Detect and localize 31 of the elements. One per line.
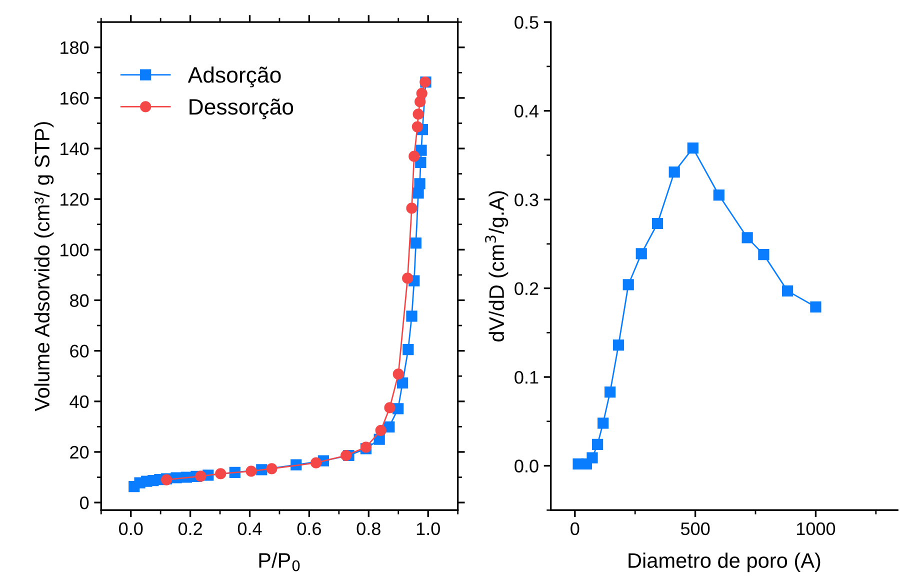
x-tick-label: 0.2 — [178, 522, 202, 536]
y-tick-label: 100 — [60, 244, 89, 256]
y-tick-label: 160 — [60, 92, 89, 105]
y-tick-label: 180 — [60, 41, 89, 54]
y-tick-label: 40 — [70, 395, 89, 408]
y-tick-label: 0.1 — [514, 370, 538, 384]
y-tick-label: 20 — [70, 446, 89, 459]
y-tick-label: 0.4 — [514, 104, 538, 118]
x-tick-label: 0.0 — [119, 522, 143, 536]
x-tick-label: 0.8 — [356, 522, 380, 536]
y-tick-label: 60 — [70, 344, 89, 358]
y-tick-label: 120 — [60, 193, 89, 206]
x-tick-label: 500 — [680, 522, 710, 536]
x-tick-label: 0.6 — [297, 522, 321, 536]
y-tick-label: 0.3 — [514, 193, 538, 206]
x-tick-label: 0.4 — [238, 522, 262, 536]
y-axis-title: Volume Adsorvido (cm³/ g STP) — [34, 122, 54, 412]
x-tick-label: 1.0 — [416, 522, 440, 536]
y-tick-label: 0.5 — [514, 16, 538, 29]
y-tick-label: 0 — [80, 496, 89, 510]
x-tick-label: 1000 — [797, 522, 836, 536]
y-tick-label: 0.0 — [514, 460, 538, 472]
x-axis-title: Diametro de poro (A) — [628, 552, 820, 572]
x-axis-title: P/P$_{0}$ — [259, 552, 300, 572]
y-axis-title: dV/dD (cm$^{3}$/g.A) — [485, 191, 508, 342]
legend-label: Adsorção — [188, 66, 281, 88]
x-tick-label: 0 — [570, 522, 580, 536]
y-tick-label: 0.2 — [514, 282, 538, 295]
legend-label: Dessorção — [190, 98, 294, 120]
y-tick-label: 140 — [60, 142, 89, 156]
y-tick-label: 80 — [70, 294, 89, 307]
